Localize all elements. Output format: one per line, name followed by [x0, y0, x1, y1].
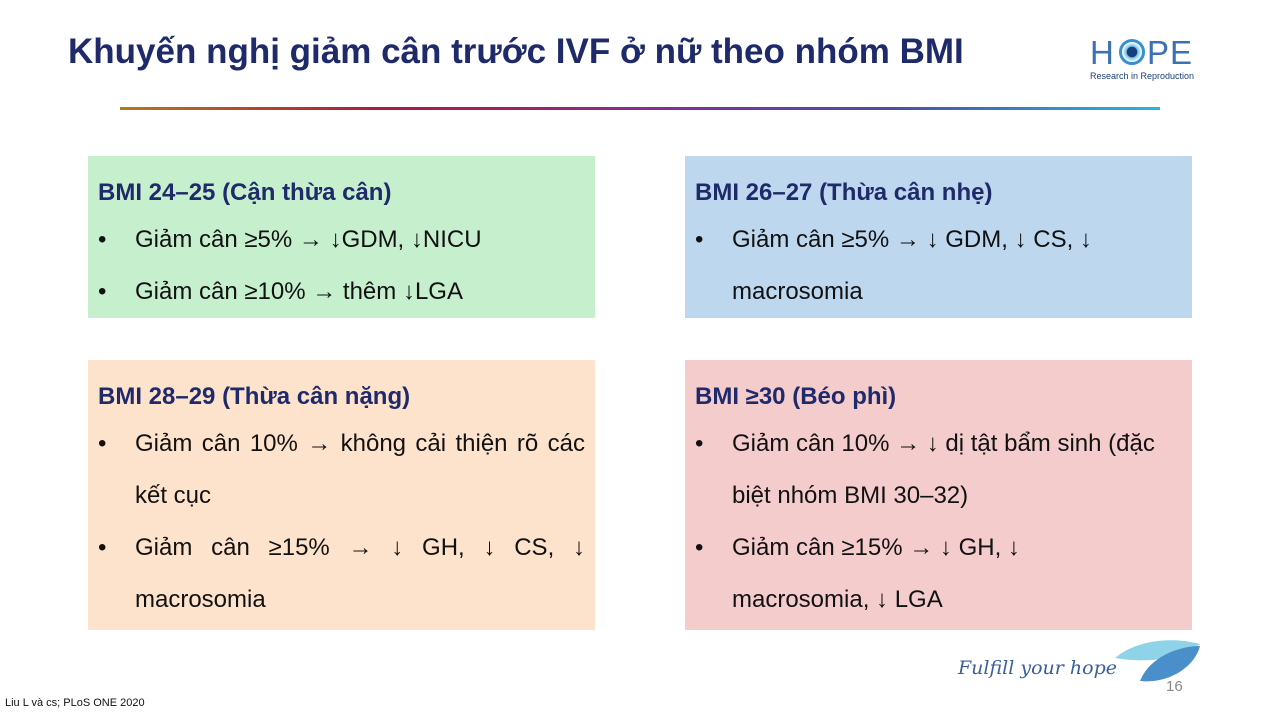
- logo-tagline: Research in Reproduction: [1090, 71, 1195, 81]
- box-list: Giảm cân 10% → không cải thiện rõ các kế…: [98, 418, 585, 626]
- reference: Liu L và cs; PLoS ONE 2020: [5, 697, 145, 709]
- info-box: BMI 24–25 (Cận thừa cân) Giảm cân ≥5% → …: [88, 156, 595, 318]
- box-item: Giảm cân ≥5% → ↓ GDM, ↓ CS, ↓ macrosomia: [695, 214, 1152, 318]
- box-list: Giảm cân ≥5% → ↓GDM, ↓NICU Giảm cân ≥10%…: [98, 214, 585, 318]
- box-heading: BMI 26–27 (Thừa cân nhẹ): [695, 179, 993, 206]
- logo: H PE Research in Reproduction: [1090, 34, 1205, 84]
- box-item: Giảm cân ≥10% → thêm ↓LGA: [98, 266, 585, 318]
- box-heading: BMI 28–29 (Thừa cân nặng): [98, 383, 411, 410]
- leaf: [1115, 640, 1200, 661]
- box-item: Giảm cân 10% → ↓ dị tật bẩm sinh (đặc bi…: [695, 418, 1182, 522]
- box-heading: BMI 24–25 (Cận thừa cân): [98, 179, 392, 206]
- info-box: BMI 28–29 (Thừa cân nặng) Giảm cân 10% →…: [88, 360, 595, 630]
- box-item: Giảm cân ≥15% → ↓ GH, ↓ macrosomia, ↓ LG…: [695, 522, 1182, 626]
- box-heading: BMI ≥30 (Béo phì): [695, 383, 897, 410]
- box-item: Giảm cân 10% → không cải thiện rõ các kế…: [98, 418, 585, 522]
- logo-word: H: [1090, 34, 1115, 71]
- slide-title: Khuyến nghị giảm cân trước IVF ở nữ theo…: [68, 32, 964, 71]
- box-list: Giảm cân 10% → ↓ dị tật bẩm sinh (đặc bi…: [695, 418, 1182, 626]
- title-rule: [120, 107, 1160, 110]
- leaf: [1140, 646, 1200, 682]
- box-item: Giảm cân ≥5% → ↓GDM, ↓NICU: [98, 214, 585, 266]
- leaf-logo: [1115, 640, 1200, 682]
- footer-slogan: Fulfill your hope: [958, 657, 1117, 679]
- page-number: 16: [1166, 678, 1183, 695]
- box-list: Giảm cân ≥5% → ↓ GDM, ↓ CS, ↓ macrosomia: [695, 214, 1152, 318]
- info-box: BMI 26–27 (Thừa cân nhẹ) Giảm cân ≥5% → …: [685, 156, 1192, 318]
- info-box: BMI ≥30 (Béo phì) Giảm cân 10% → ↓ dị tậ…: [685, 360, 1192, 630]
- box-item: Giảm cân ≥15% → ↓ GH, ↓ CS, ↓ macrosomia: [98, 522, 585, 626]
- logo-eye: [1119, 39, 1145, 65]
- logo-word: PE: [1147, 34, 1194, 71]
